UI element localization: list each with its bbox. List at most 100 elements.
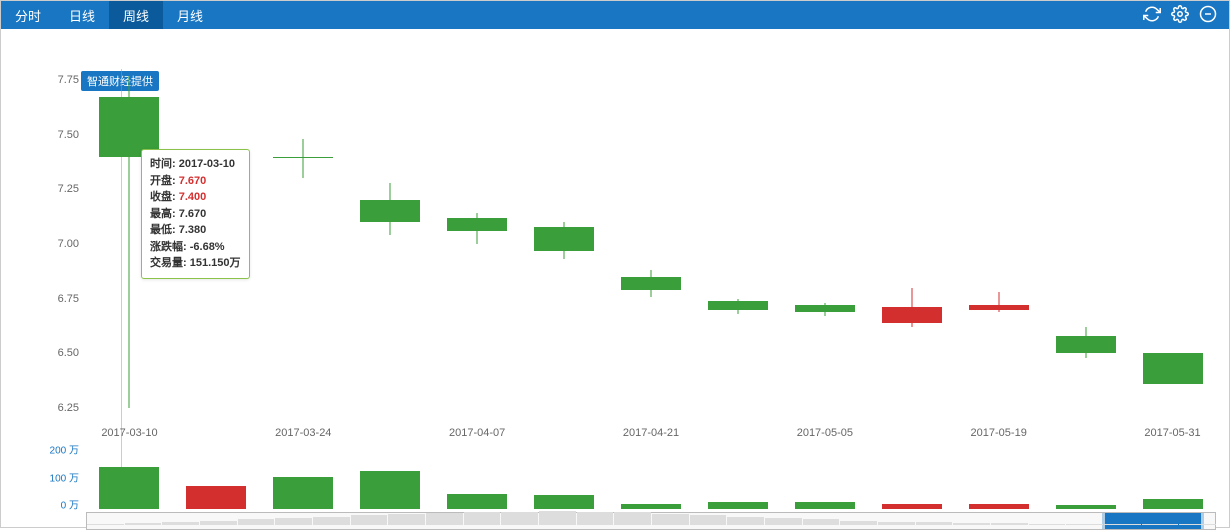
price-x-tick: 2017-03-10 — [101, 427, 157, 439]
header-bar: 分时日线周线月线 — [1, 1, 1229, 29]
tab-日线[interactable]: 日线 — [55, 1, 109, 29]
candle-body — [447, 218, 507, 231]
scrollbar-mini-bar — [501, 512, 538, 525]
scrollbar-mini-bar — [652, 514, 689, 525]
candle[interactable] — [708, 69, 768, 419]
scrollbar-mini-bar — [690, 515, 727, 525]
candle-body — [273, 157, 333, 158]
candle-body — [360, 200, 420, 222]
volume-y-tick: 100 万 — [34, 469, 79, 484]
scrollbar-mini-bar — [577, 512, 614, 525]
candle-body — [969, 305, 1029, 309]
candle[interactable] — [882, 69, 942, 419]
volume-y-tick: 0 万 — [34, 497, 79, 512]
tab-周线[interactable]: 周线 — [109, 1, 163, 29]
scrollbar-mini-bar — [614, 512, 651, 525]
app-container: 分时日线周线月线 智通财经提供 6.256.506.757.007.257.50… — [0, 0, 1230, 528]
tooltip-row: 交易量: 151.150万 — [150, 255, 241, 272]
scrollbar-mini-bar — [162, 522, 199, 525]
scrollbar-mini-bar — [1029, 524, 1066, 525]
scrollbar-mini-bar — [275, 518, 312, 525]
price-x-tick: 2017-04-21 — [623, 427, 679, 439]
tooltip-row: 时间: 2017-03-10 — [150, 156, 241, 173]
volume-bar[interactable] — [969, 504, 1029, 510]
candle[interactable] — [360, 69, 420, 419]
volume-bar[interactable] — [360, 471, 420, 510]
price-y-tick: 7.00 — [39, 238, 79, 250]
scrollbar-thumb[interactable] — [1102, 513, 1204, 529]
volume-bar[interactable] — [447, 494, 507, 509]
volume-bar[interactable] — [621, 504, 681, 510]
volume-bar[interactable] — [186, 486, 246, 509]
scrollbar-mini-bar — [840, 521, 877, 525]
candle[interactable] — [621, 69, 681, 419]
candle[interactable] — [447, 69, 507, 419]
scrollbar-mini-bar — [1142, 524, 1179, 525]
volume-bar[interactable] — [1143, 499, 1203, 509]
refresh-icon[interactable] — [1143, 5, 1161, 26]
candle[interactable] — [534, 69, 594, 419]
scrollbar-mini-bar — [87, 524, 124, 525]
tooltip-row: 开盘: 7.670 — [150, 173, 241, 190]
candle-wick — [303, 139, 304, 178]
minimize-icon[interactable] — [1199, 5, 1217, 26]
candle[interactable] — [273, 69, 333, 419]
price-x-tick: 2017-05-31 — [1144, 427, 1200, 439]
price-x-tick: 2017-04-07 — [449, 427, 505, 439]
candle-body — [882, 307, 942, 322]
candle[interactable] — [795, 69, 855, 419]
price-y-tick: 6.75 — [39, 293, 79, 305]
tooltip-row: 最低: 7.380 — [150, 222, 241, 239]
candle[interactable] — [1056, 69, 1116, 419]
scrollbar-mini-bar — [388, 514, 425, 525]
scrollbar-mini-bar — [200, 521, 237, 525]
price-x-tick: 2017-05-19 — [971, 427, 1027, 439]
candle-body — [708, 301, 768, 310]
gear-icon[interactable] — [1171, 5, 1189, 26]
volume-bar[interactable] — [273, 477, 333, 509]
ohlc-tooltip: 时间: 2017-03-10开盘: 7.670收盘: 7.400最高: 7.67… — [141, 149, 250, 279]
candle-body — [534, 227, 594, 251]
scrollbar-mini-bar — [991, 523, 1028, 525]
tooltip-row: 收盘: 7.400 — [150, 189, 241, 206]
candle-body — [99, 97, 159, 156]
candle-body — [621, 277, 681, 290]
scrollbar-mini-bar — [727, 517, 764, 525]
volume-bar[interactable] — [99, 467, 159, 509]
price-y-tick: 7.50 — [39, 129, 79, 141]
volume-bar[interactable] — [882, 504, 942, 510]
scrollbar-mini-bar — [878, 522, 915, 525]
price-y-tick: 6.25 — [39, 402, 79, 414]
price-y-tick: 6.50 — [39, 347, 79, 359]
scrollbar-mini-bar — [953, 523, 990, 525]
chart-area[interactable]: 智通财经提供 6.256.506.757.007.257.507.752017-… — [1, 29, 1229, 529]
price-x-tick: 2017-05-05 — [797, 427, 853, 439]
scrollbar-mini-bar — [238, 519, 275, 525]
candle-body — [795, 305, 855, 312]
scrollbar-mini-bar — [1104, 524, 1141, 525]
scrollbar-mini-bar — [803, 519, 840, 525]
scrollbar-mini-bar — [313, 517, 350, 525]
scrollbar-mini-bar — [1179, 524, 1216, 525]
scrollbar-mini-bar — [464, 512, 501, 525]
volume-bar[interactable] — [795, 502, 855, 509]
scrollbar-mini-bar — [1066, 524, 1103, 525]
volume-y-tick: 200 万 — [34, 442, 79, 457]
volume-chart[interactable]: 0 万100 万200 万 — [1, 449, 1229, 509]
header-actions — [1143, 5, 1229, 26]
tab-月线[interactable]: 月线 — [163, 1, 217, 29]
price-y-tick: 7.25 — [39, 183, 79, 195]
volume-bar[interactable] — [534, 495, 594, 509]
volume-bar[interactable] — [1056, 505, 1116, 509]
volume-bar[interactable] — [708, 502, 768, 509]
candle[interactable] — [1143, 69, 1203, 419]
scrollbar-mini-bar — [426, 513, 463, 525]
scrollbar-mini-bar — [539, 511, 576, 525]
tooltip-row: 涨跌幅: -6.68% — [150, 239, 241, 256]
tooltip-row: 最高: 7.670 — [150, 206, 241, 223]
time-scrollbar[interactable] — [86, 512, 1216, 530]
candle-body — [1143, 353, 1203, 384]
tab-分时[interactable]: 分时 — [1, 1, 55, 29]
timeframe-tabs: 分时日线周线月线 — [1, 1, 217, 29]
candle[interactable] — [969, 69, 1029, 419]
